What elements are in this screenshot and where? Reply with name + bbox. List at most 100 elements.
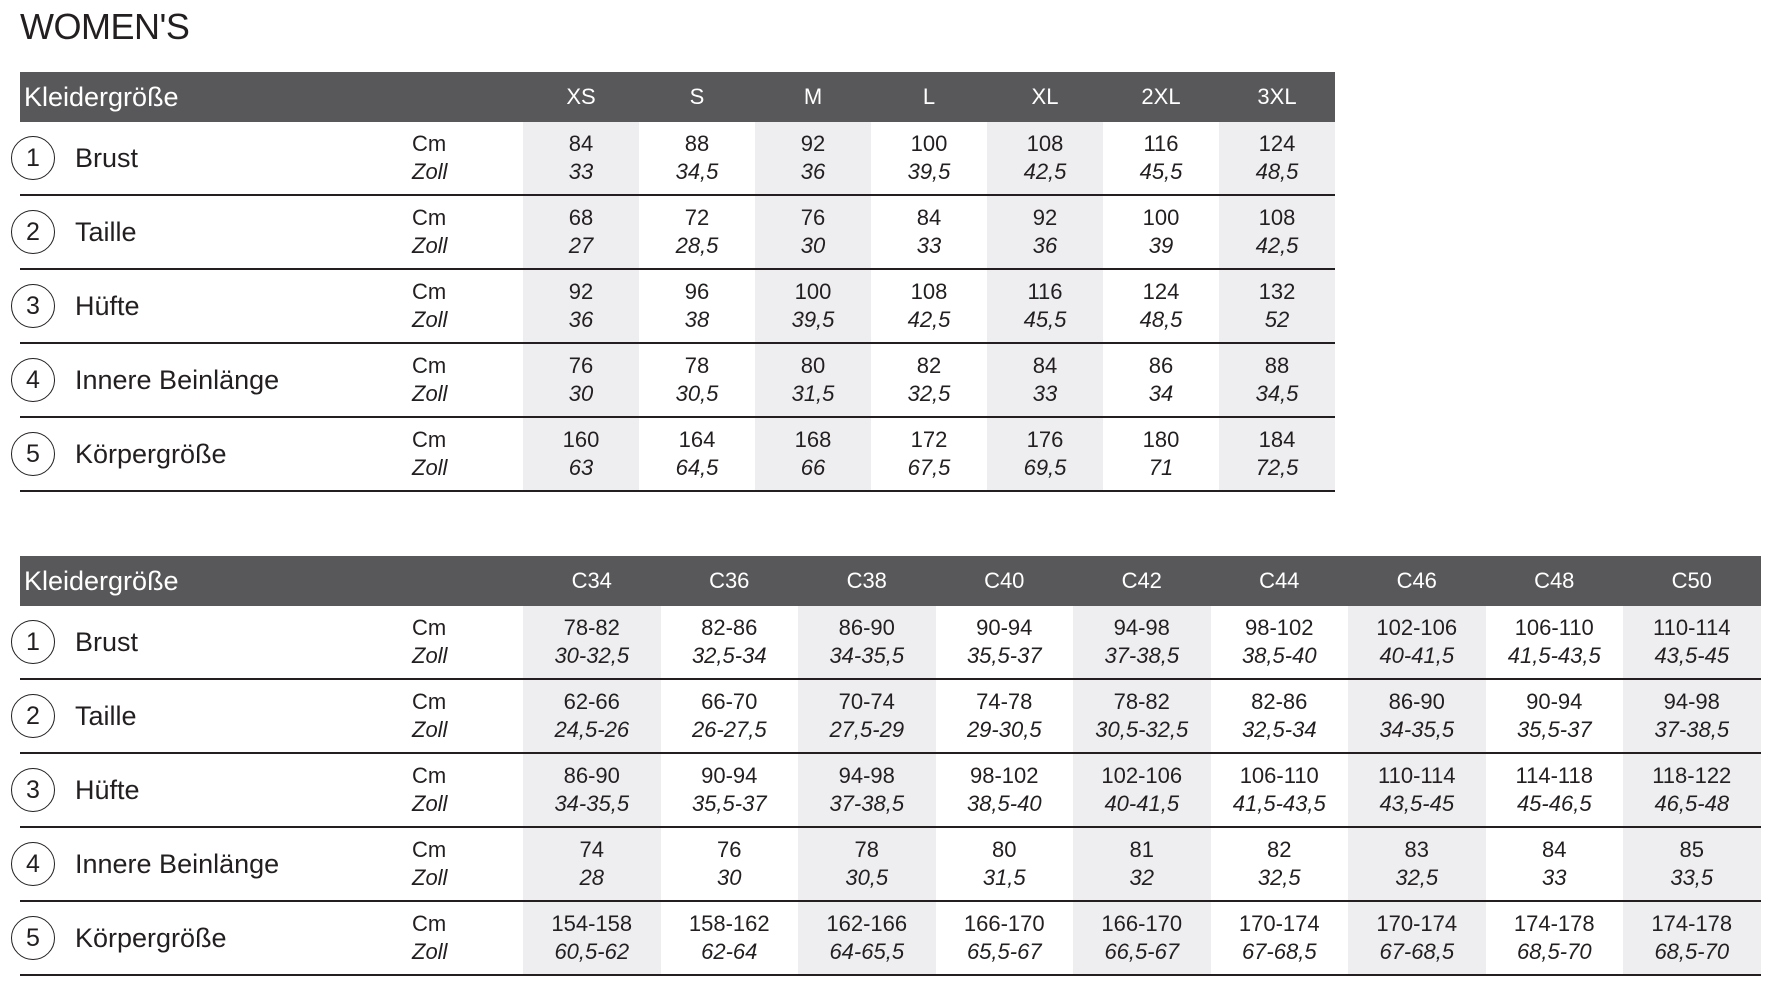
value-cm: 74-78: [976, 689, 1033, 714]
value-cm: 172: [910, 427, 948, 452]
value-inch: 46,5-48: [1654, 791, 1730, 816]
value-cell: 90-94 35,5-37: [936, 606, 1074, 678]
value-cm: 68: [568, 205, 594, 230]
value-inch: 36: [1032, 233, 1058, 258]
value-inch: 63: [568, 455, 594, 480]
value-cm: 86-90: [563, 763, 620, 788]
measurement-number-badge: 3: [11, 284, 55, 328]
value-inch: 29-30,5: [966, 717, 1042, 742]
value-cell: 82-86 32,5-34: [661, 606, 799, 678]
value-cm: 78: [854, 837, 879, 862]
value-cell: 76 30: [661, 828, 799, 900]
value-cm: 92: [1032, 205, 1058, 230]
measurement-number-badge: 3: [11, 768, 55, 812]
measurement-number-badge: 5: [11, 432, 55, 476]
table-row: 2 Taille Cm Zoll 68 27 72 28,5 76 30 84 33 92 36 100 39…: [11, 196, 1335, 270]
size-header: C46: [1396, 568, 1437, 593]
table-row: 5 Körpergröße Cm Zoll 160 63 164 64,5 168 66 172 67…: [11, 418, 1335, 492]
value-inch: 32,5-34: [691, 643, 767, 668]
value-cm: 166-170: [1101, 911, 1183, 936]
value-cm: 90-94: [1526, 689, 1583, 714]
value-inch: 67,5: [907, 455, 951, 480]
unit-inch: Zoll: [412, 717, 448, 742]
value-cell: 84 33: [523, 122, 639, 194]
unit-cm: Cm: [412, 911, 447, 936]
value-cm: 90-94: [976, 615, 1033, 640]
value-inch: 26-27,5: [691, 717, 767, 742]
unit-cm: Cm: [412, 279, 447, 304]
measurement-name: Körpergröße: [75, 438, 227, 469]
value-cm: 96: [684, 279, 710, 304]
value-cell: 184 72,5: [1219, 418, 1335, 490]
value-cm: 174-178: [1513, 911, 1595, 936]
measurement-label: 4 Innere Beinlänge: [11, 828, 412, 900]
value-cm: 94-98: [1113, 615, 1170, 640]
value-inch: 40-41,5: [1104, 791, 1180, 816]
value-inch: 33: [568, 159, 594, 184]
value-cell: 102-106 40-41,5: [1348, 606, 1486, 678]
measurement-name: Hüfte: [75, 290, 140, 321]
value-cm: 84: [916, 205, 942, 230]
value-inch: 43,5-45: [1379, 791, 1455, 816]
value-cm: 90-94: [701, 763, 758, 788]
value-cell: 160 63: [523, 418, 639, 490]
value-inch: 52: [1264, 307, 1290, 332]
value-inch: 67-68,5: [1241, 939, 1317, 964]
value-cell: 108 42,5: [987, 122, 1103, 194]
value-cm: 94-98: [838, 763, 895, 788]
unit-cm: Cm: [412, 689, 447, 714]
value-cell: 78-82 30,5-32,5: [1073, 680, 1211, 752]
value-inch: 41,5-43,5: [1232, 791, 1326, 816]
value-cm: 180: [1142, 427, 1180, 452]
value-cell: 92 36: [523, 270, 639, 342]
measurement-name: Körpergröße: [75, 922, 227, 953]
value-inch: 66: [800, 455, 826, 480]
value-cm: 80: [992, 837, 1017, 862]
value-cm: 86: [1148, 353, 1174, 378]
measurement-name: Innere Beinlänge: [75, 364, 280, 395]
value-cell: 84 33: [1486, 828, 1624, 900]
value-cm: 82: [916, 353, 942, 378]
value-inch: 34-35,5: [829, 643, 905, 668]
measurement-number-badge: 1: [11, 620, 55, 664]
value-inch: 37-38,5: [1104, 643, 1180, 668]
value-cm: 82: [1267, 837, 1292, 862]
value-cm: 98-102: [969, 763, 1039, 788]
value-cell: 80 31,5: [936, 828, 1074, 900]
value-cell: 106-110 41,5-43,5: [1486, 606, 1624, 678]
value-cm: 78-82: [563, 615, 620, 640]
value-cm: 84: [1542, 837, 1567, 862]
value-cell: 166-170 65,5-67: [936, 902, 1074, 974]
measurement-label: 2 Taille: [11, 680, 412, 752]
value-cm: 100: [794, 279, 832, 304]
value-inch: 38,5-40: [966, 791, 1042, 816]
value-cell: 81 32: [1073, 828, 1211, 900]
value-cell: 80 31,5: [755, 344, 871, 416]
value-cell: 108 42,5: [1219, 196, 1335, 268]
value-inch: 39,5: [907, 159, 951, 184]
value-inch: 24,5-26: [554, 717, 630, 742]
value-cell: 98-102 38,5-40: [1211, 606, 1349, 678]
value-cm: 76: [800, 205, 826, 230]
value-cell: 108 42,5: [871, 270, 987, 342]
value-inch: 32,5-34: [1241, 717, 1317, 742]
value-cm: 158-162: [688, 911, 770, 936]
value-cm: 76: [568, 353, 594, 378]
value-cm: 94-98: [1663, 689, 1720, 714]
value-cm: 110-114: [1378, 763, 1456, 788]
value-cell: 110-114 43,5-45: [1348, 754, 1486, 826]
value-inch: 65,5-67: [966, 939, 1042, 964]
value-inch: 64-65,5: [829, 939, 905, 964]
value-cell: 106-110 41,5-43,5: [1211, 754, 1349, 826]
value-inch: 28,5: [675, 233, 719, 258]
value-cm: 86-90: [838, 615, 895, 640]
value-cell: 86-90 34-35,5: [798, 606, 936, 678]
value-inch: 33: [1032, 381, 1058, 406]
value-cm: 98-102: [1244, 615, 1314, 640]
size-header: M: [803, 84, 823, 109]
value-cm: 184: [1258, 427, 1296, 452]
value-cell: 116 45,5: [987, 270, 1103, 342]
value-cm: 100: [1142, 205, 1180, 230]
value-cell: 94-98 37-38,5: [1623, 680, 1761, 752]
header-label: Kleidergröße: [24, 81, 179, 112]
